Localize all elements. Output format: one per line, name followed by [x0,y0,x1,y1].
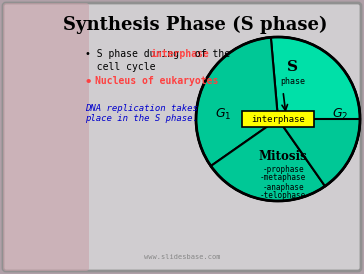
Text: -anaphase: -anaphase [262,182,304,192]
FancyBboxPatch shape [3,3,89,271]
Text: $G_2$: $G_2$ [332,107,348,122]
Text: •: • [85,76,100,89]
Text: -prophase: -prophase [262,164,304,173]
Text: $G_1$: $G_1$ [215,107,231,122]
Wedge shape [278,119,360,186]
Text: DNA replication takes
place in the S phase.: DNA replication takes place in the S pha… [85,104,198,123]
Text: phase: phase [281,76,305,85]
Text: cell cycle: cell cycle [85,62,155,72]
FancyBboxPatch shape [242,111,314,127]
Text: Nucleus of eukaryotes: Nucleus of eukaryotes [95,76,218,86]
Text: of the: of the [189,49,230,59]
Wedge shape [271,37,360,186]
Text: -metaphase: -metaphase [260,173,306,182]
Circle shape [196,37,360,201]
Text: Synthesis Phase (S phase): Synthesis Phase (S phase) [63,16,327,34]
FancyBboxPatch shape [3,3,361,271]
Text: -telophase: -telophase [260,192,306,201]
Wedge shape [211,119,325,201]
Text: S: S [288,60,298,74]
Text: interphase: interphase [150,49,209,59]
Text: www.slidesbase.com: www.slidesbase.com [144,254,220,260]
Text: Mitosis: Mitosis [259,150,307,164]
Text: • S phase during: • S phase during [85,49,185,59]
Text: interphase: interphase [251,115,305,124]
Wedge shape [196,37,278,166]
